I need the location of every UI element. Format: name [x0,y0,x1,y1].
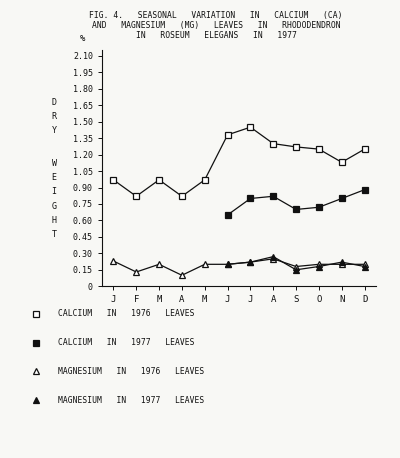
Text: IN   ROSEUM   ELEGANS   IN   1977: IN ROSEUM ELEGANS IN 1977 [136,31,296,40]
Text: MAGNESIUM   IN   1976   LEAVES: MAGNESIUM IN 1976 LEAVES [58,367,204,376]
Text: W: W [52,159,56,168]
Text: G: G [52,202,56,211]
Text: R: R [52,112,56,121]
Text: CALCIUM   IN   1976   LEAVES: CALCIUM IN 1976 LEAVES [58,309,194,318]
Text: E: E [52,173,56,182]
Text: AND   MAGNESIUM   (MG)   LEAVES   IN   RHODODENDRON: AND MAGNESIUM (MG) LEAVES IN RHODODENDRO… [92,21,340,30]
Text: H: H [52,216,56,225]
Text: CALCIUM   IN   1977   LEAVES: CALCIUM IN 1977 LEAVES [58,338,194,347]
Text: T: T [52,230,56,239]
Text: FIG. 4.   SEASONAL   VARIATION   IN   CALCIUM   (CA): FIG. 4. SEASONAL VARIATION IN CALCIUM (C… [89,11,343,21]
Text: Y: Y [52,126,56,135]
Text: %: % [80,34,86,44]
Text: D: D [52,98,56,107]
Text: MAGNESIUM   IN   1977   LEAVES: MAGNESIUM IN 1977 LEAVES [58,396,204,405]
Text: I: I [52,187,56,196]
